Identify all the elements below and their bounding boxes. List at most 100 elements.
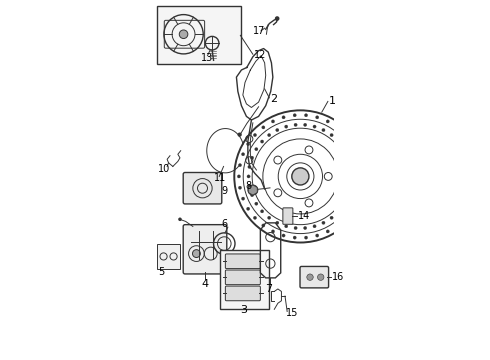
Text: 14: 14 [297,211,310,221]
FancyBboxPatch shape [157,244,180,269]
Circle shape [350,165,353,168]
Circle shape [307,274,313,280]
Circle shape [351,207,354,210]
Circle shape [248,165,251,168]
Circle shape [242,197,245,200]
Circle shape [253,134,257,137]
Circle shape [294,226,297,230]
Circle shape [282,116,285,119]
Circle shape [261,210,264,213]
Circle shape [261,140,264,143]
Circle shape [276,129,279,132]
Text: 5: 5 [159,267,165,277]
Circle shape [193,249,200,257]
FancyBboxPatch shape [225,286,260,301]
Circle shape [313,125,316,128]
Circle shape [246,143,250,146]
Circle shape [343,148,346,151]
Circle shape [356,197,359,200]
FancyBboxPatch shape [183,172,222,204]
Circle shape [242,153,245,156]
Circle shape [337,140,340,143]
Circle shape [246,207,250,210]
Circle shape [268,134,271,137]
Circle shape [275,16,279,21]
Circle shape [344,134,347,137]
Circle shape [247,175,250,178]
Circle shape [326,230,329,233]
Circle shape [250,156,254,159]
FancyBboxPatch shape [220,250,269,309]
Circle shape [347,194,350,197]
Circle shape [322,221,325,224]
Circle shape [255,202,258,205]
Polygon shape [248,185,257,195]
FancyBboxPatch shape [183,225,227,274]
Circle shape [316,116,319,119]
Text: 4: 4 [201,279,208,289]
Text: 10: 10 [157,163,170,174]
Circle shape [336,224,339,227]
Circle shape [238,186,242,189]
Circle shape [344,216,347,220]
Circle shape [330,216,333,219]
Circle shape [356,153,359,156]
Circle shape [237,175,241,178]
Circle shape [238,163,242,167]
Circle shape [294,123,297,126]
Circle shape [313,225,316,228]
Text: 12: 12 [254,50,266,60]
Circle shape [347,156,350,159]
Text: 11: 11 [214,173,226,183]
Circle shape [285,225,288,228]
Text: 16: 16 [332,272,344,282]
Circle shape [337,210,340,213]
Circle shape [350,184,353,188]
Circle shape [359,186,363,189]
Circle shape [326,120,329,123]
Circle shape [248,185,258,195]
Text: 15: 15 [286,308,298,318]
Circle shape [250,194,254,197]
Circle shape [238,132,242,137]
Circle shape [255,148,258,151]
Circle shape [336,126,339,129]
Text: 13: 13 [201,53,214,63]
Circle shape [359,163,363,167]
FancyBboxPatch shape [283,208,293,224]
Circle shape [318,274,324,280]
Circle shape [360,175,364,178]
Circle shape [304,236,308,239]
Text: 7: 7 [265,284,272,294]
Circle shape [303,226,307,230]
Circle shape [322,129,325,132]
Text: 3: 3 [240,305,246,315]
Circle shape [178,217,182,221]
FancyBboxPatch shape [225,270,260,285]
Circle shape [271,230,274,233]
Circle shape [282,234,285,237]
Text: 6: 6 [222,219,228,229]
Circle shape [293,114,296,117]
Circle shape [262,126,265,129]
Circle shape [276,221,279,224]
Circle shape [285,125,288,128]
Circle shape [316,234,319,237]
Circle shape [248,184,251,188]
Circle shape [292,168,309,185]
Circle shape [179,30,188,39]
Text: 1: 1 [329,96,336,106]
Text: 17: 17 [253,26,265,36]
Text: 8: 8 [245,181,252,192]
Circle shape [351,143,354,146]
Circle shape [253,216,257,220]
Circle shape [271,120,274,123]
Circle shape [303,123,307,126]
Circle shape [304,114,308,117]
FancyBboxPatch shape [225,254,260,269]
Circle shape [350,175,354,178]
Circle shape [268,216,271,219]
Circle shape [343,202,346,205]
Text: 2: 2 [270,94,277,104]
FancyBboxPatch shape [300,266,329,288]
